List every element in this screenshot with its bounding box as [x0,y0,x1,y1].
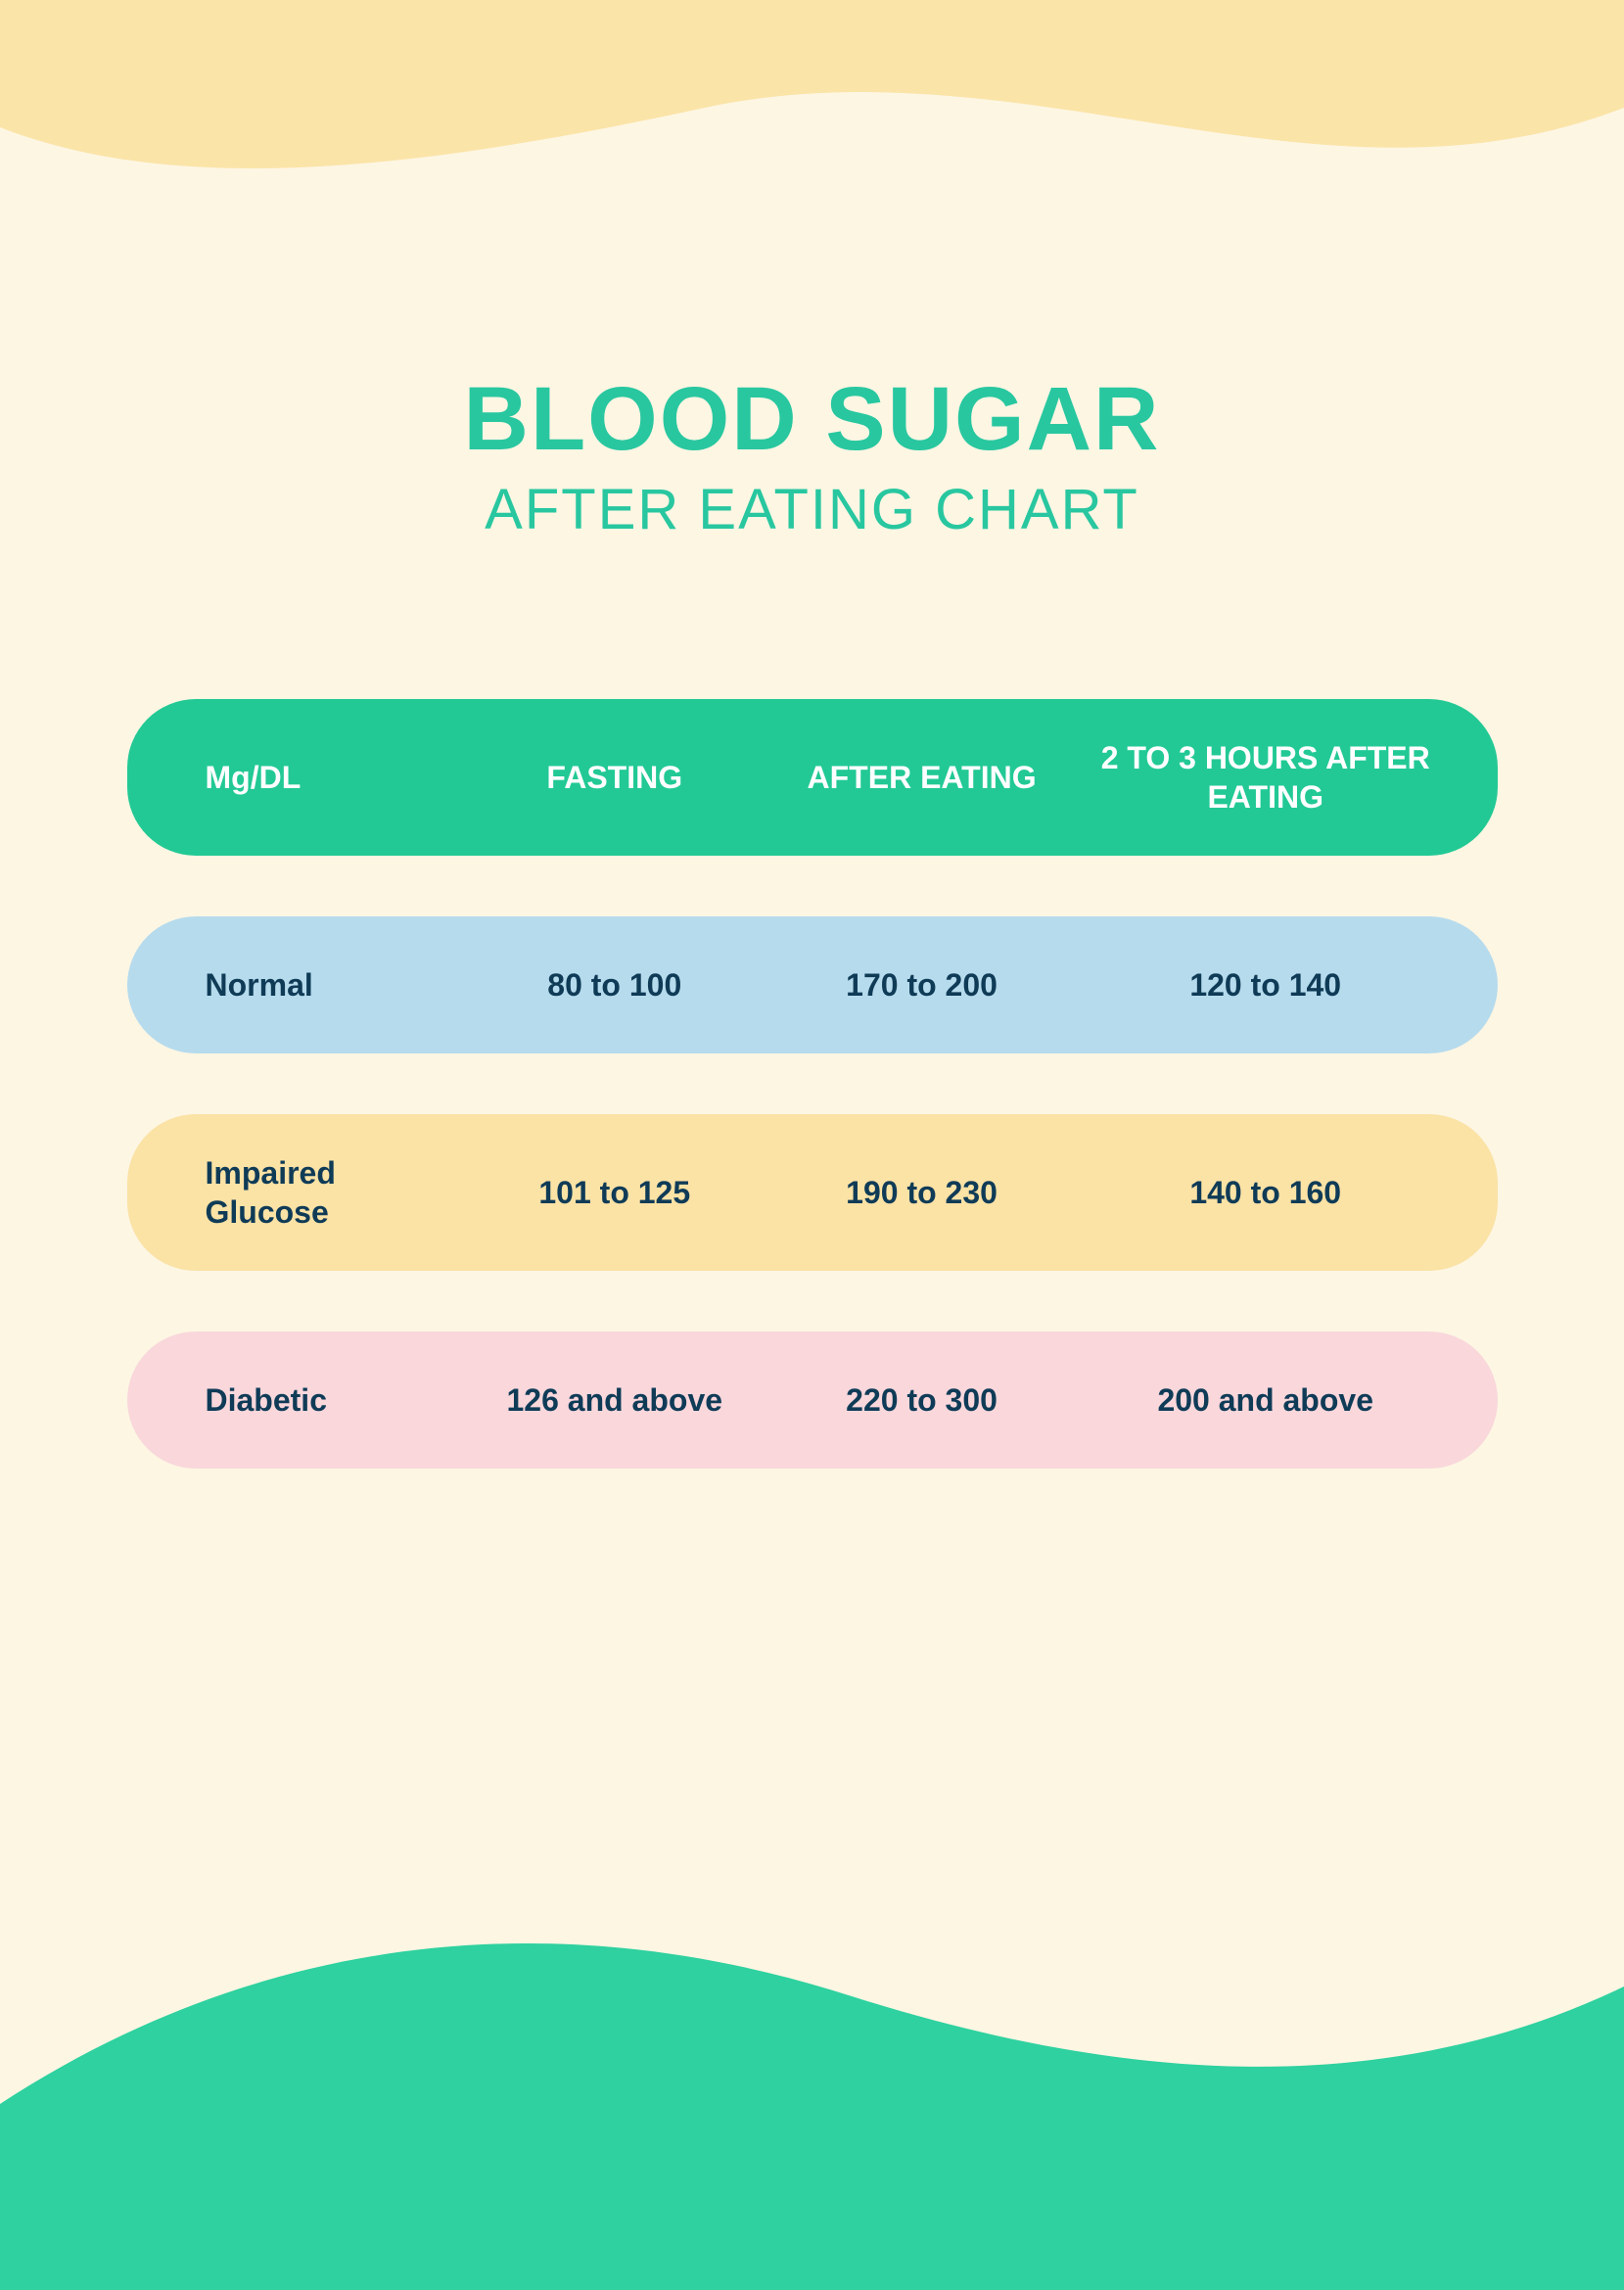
table-row-normal: Normal 80 to 100 170 to 200 120 to 140 [127,916,1498,1053]
row-value-after-eating: 190 to 230 [761,1173,1083,1212]
row-value-2to3-hours: 200 and above [1083,1380,1449,1420]
row-label: Normal [176,965,469,1005]
chart-page: BLOOD SUGAR AFTER EATING CHART Mg/DL FAS… [0,0,1624,2290]
chart-table: Mg/DL FASTING AFTER EATING 2 TO 3 HOURS … [127,699,1498,1469]
row-label: Diabetic [176,1380,469,1420]
bottom-wave-path [0,1943,1624,2290]
row-label: Impaired Glucose [176,1153,469,1232]
row-value-fasting: 126 and above [468,1380,761,1420]
row-value-2to3-hours: 120 to 140 [1083,965,1449,1005]
row-value-2to3-hours: 140 to 160 [1083,1173,1449,1212]
bottom-wave-decoration [0,1879,1624,2290]
header-cell-after-eating: AFTER EATING [761,758,1083,797]
header-cell-fasting: FASTING [468,758,761,797]
row-value-after-eating: 170 to 200 [761,965,1083,1005]
row-value-after-eating: 220 to 300 [761,1380,1083,1420]
table-header-row: Mg/DL FASTING AFTER EATING 2 TO 3 HOURS … [127,699,1498,856]
row-value-fasting: 101 to 125 [468,1173,761,1212]
header-cell-2to3-hours: 2 TO 3 HOURS AFTER EATING [1083,738,1449,817]
chart-title: BLOOD SUGAR [0,372,1624,467]
chart-subtitle: AFTER EATING CHART [0,477,1624,542]
header-cell-unit: Mg/DL [176,758,469,797]
table-row-diabetic: Diabetic 126 and above 220 to 300 200 an… [127,1332,1498,1469]
row-value-fasting: 80 to 100 [468,965,761,1005]
table-row-impaired: Impaired Glucose 101 to 125 190 to 230 1… [127,1114,1498,1271]
content-area: BLOOD SUGAR AFTER EATING CHART Mg/DL FAS… [0,0,1624,1469]
